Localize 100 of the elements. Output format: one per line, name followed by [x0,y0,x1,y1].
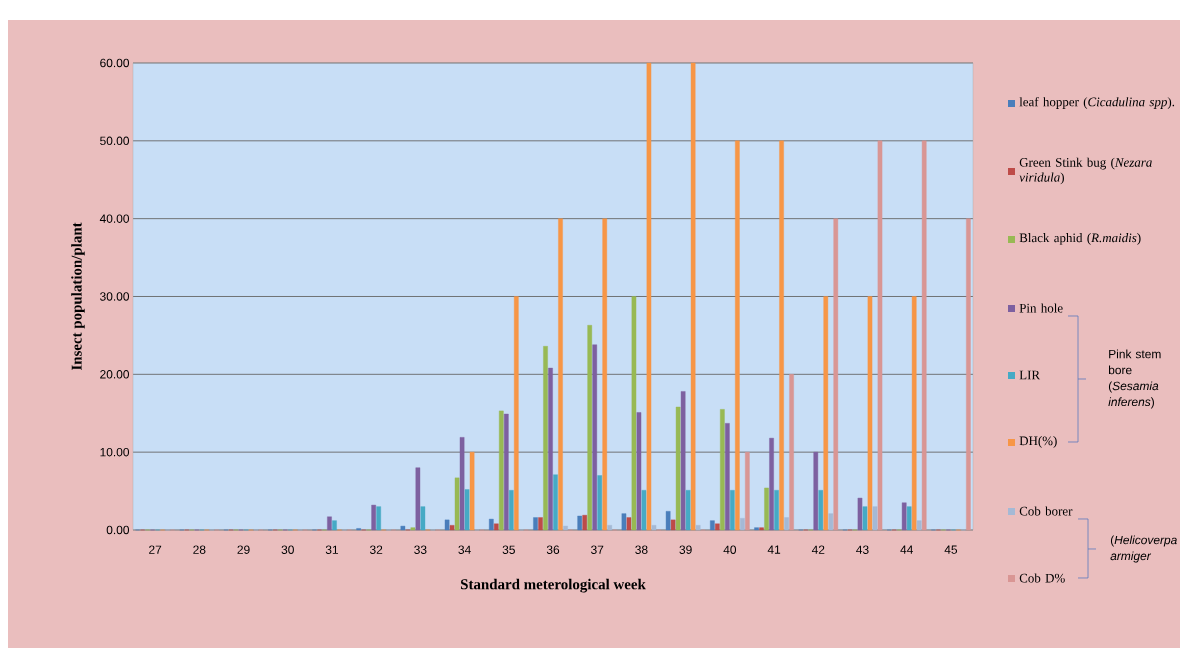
bar [651,525,657,531]
legend-label: Cob borer [1019,506,1073,516]
bar [916,520,922,531]
bar [921,140,927,531]
bar [543,346,548,531]
y-tick-label: 60.00 [100,58,130,68]
legend-label: LIR [1019,370,1041,380]
bar [877,140,883,531]
x-tick-label: 38 [635,545,648,554]
x-tick-label: 27 [149,545,162,554]
bar [410,527,416,531]
legend-label: Cob D% [1019,573,1065,583]
bar [499,410,504,531]
x-tick-label: 39 [679,545,692,554]
x-tick-label: 37 [591,545,604,554]
x-tick-label: 31 [325,545,339,554]
bar [415,467,421,531]
x-tick-label: 33 [414,545,427,554]
bar [862,506,868,531]
bar [469,451,475,531]
x-tick-label: 45 [944,545,958,554]
bar [867,296,873,531]
x-tick-label: 32 [369,545,383,554]
bar [828,513,834,531]
x-tick-label: 29 [237,545,250,554]
bar [420,506,426,531]
x-tick-label: 41 [767,545,781,554]
bar [327,516,332,531]
bar [489,518,494,531]
bar [665,511,671,531]
bar [626,517,632,531]
text: Green Stink bug (Nezara viridula) [1019,157,1152,185]
bar [548,367,553,531]
bar [592,344,598,531]
bar [823,296,829,531]
bar [504,413,509,531]
bar [582,514,588,531]
x-tick-label: 40 [723,545,737,554]
bar [774,490,779,531]
bar [371,504,376,531]
bar [376,506,381,531]
bar [641,490,647,531]
y-tick-label: 50.00 [100,136,130,146]
bar [725,423,730,531]
bar [553,474,558,531]
bar [906,506,912,531]
bar [533,517,538,531]
bar [901,502,907,531]
bar [857,497,863,531]
bar [646,62,652,531]
bar [779,140,784,531]
bar [332,520,337,531]
bar [764,487,769,531]
bar [818,490,824,531]
bar [494,523,499,531]
y-tick-label: 0.00 [106,525,130,535]
legend-label: Pin hole [1019,303,1063,313]
bar [449,525,455,531]
bar [577,515,583,531]
bar [745,451,750,531]
bar [597,475,603,531]
y-tick-label: 10.00 [100,447,130,457]
bar [872,506,878,531]
x-tick-label: 34 [458,545,471,554]
y-tick-label: 30.00 [100,292,130,301]
x-tick-label: 42 [811,545,825,554]
legend-label: DH(%) [1019,436,1057,448]
bar [631,296,637,531]
bar [715,523,720,531]
bar [509,490,514,531]
bar [558,218,563,531]
bar [720,409,725,531]
x-tick-label: 35 [502,545,515,554]
bar [759,527,764,531]
bar [695,525,701,531]
bar [444,519,450,531]
bar [675,406,681,531]
bar [740,518,745,531]
bar [833,218,839,531]
legend-label: leaf hopper (Cicadulina spp). [1019,97,1175,109]
bar [710,520,715,531]
bar [813,451,819,531]
bar [400,525,406,531]
bar [670,519,676,531]
bar [636,412,642,531]
bar [754,527,759,531]
bar [538,517,543,531]
y-tick-label: 20.00 [100,370,130,379]
bar [459,437,465,531]
x-tick-label: 28 [193,545,206,554]
bar [911,296,917,531]
x-axis-title: Standard meterological week [460,578,646,593]
bar [587,325,593,531]
bar [730,490,735,531]
bar [784,517,789,531]
text: (Helicoverpa armiger [1110,535,1177,563]
legend-label: Black aphid (R.maidis) [1019,233,1141,245]
bar [769,437,774,531]
bar [966,218,971,531]
x-tick-label: 36 [546,545,560,554]
